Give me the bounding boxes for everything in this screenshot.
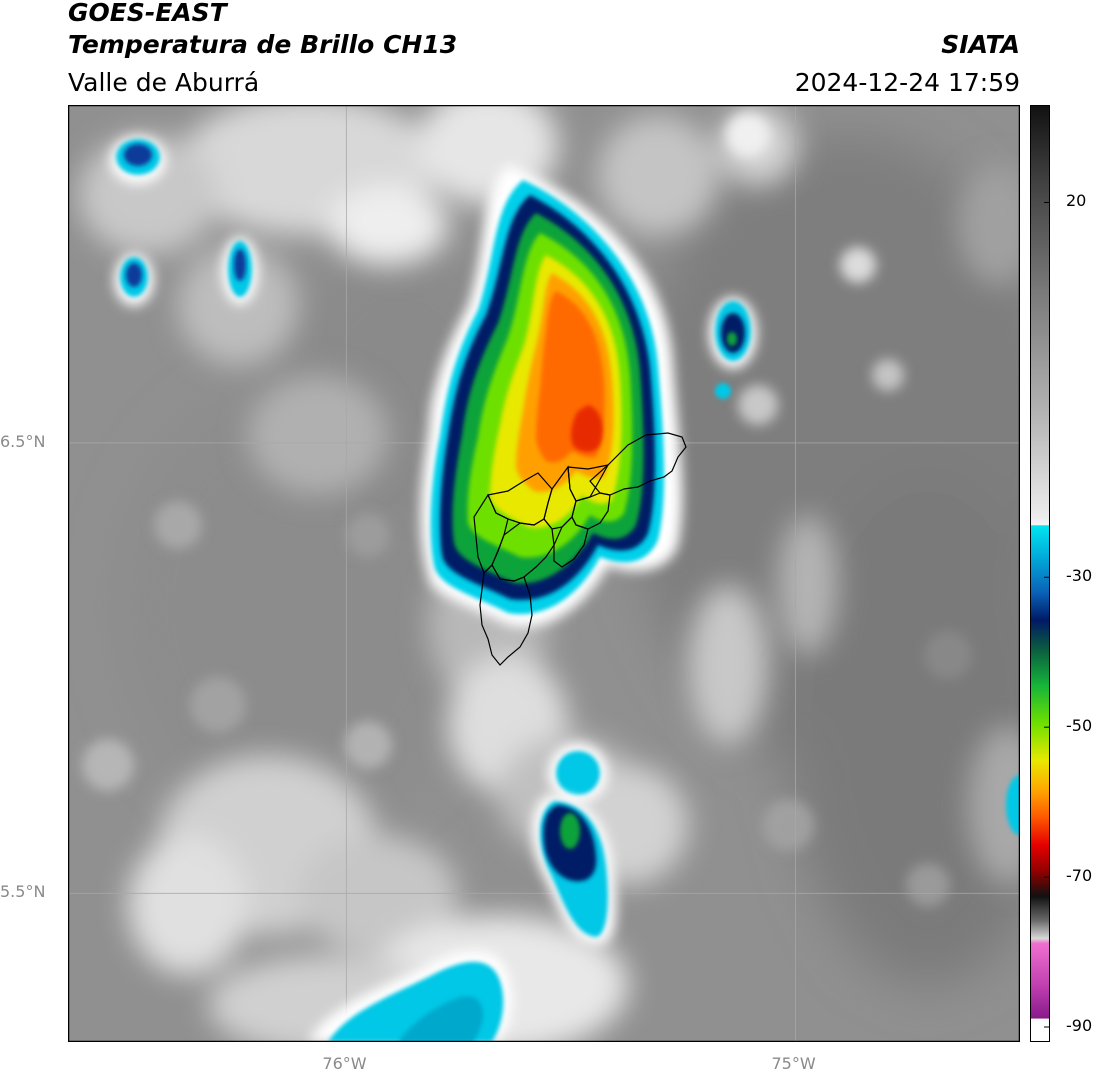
satellite-title: GOES-EAST: [68, 0, 227, 27]
lat-label-5.5: 5.5°N: [0, 882, 46, 902]
boundary-far-south: [479, 564, 533, 666]
storm-cell-east: [709, 297, 757, 399]
region-label: Valle de Aburrá: [68, 68, 260, 97]
map-frame: [68, 105, 1020, 1042]
main-storm-cell: [420, 165, 683, 627]
bright-cloud-field: [78, 105, 1020, 1042]
lat-label-6.5: 6.5°N: [0, 431, 46, 451]
colorbar: [1030, 105, 1050, 1042]
colorbar-label-20: 20: [1066, 191, 1087, 211]
lon-label-76w: 76°W: [322, 1054, 367, 1073]
product-title: Temperatura de Brillo CH13: [68, 30, 458, 59]
storm-cell-northwest: [110, 136, 166, 184]
cloud-texture: [82, 113, 972, 907]
colorbar-label-minus70: -70: [1066, 866, 1093, 886]
lon-label-75w: 75°W: [771, 1054, 816, 1073]
municipal-boundaries: [473, 432, 687, 666]
storm-cell-south: [532, 743, 617, 945]
satellite-map[interactable]: [68, 105, 1020, 1042]
colorbar-label-minus30: -30: [1066, 566, 1093, 586]
colorbar-label-minus50: -50: [1066, 716, 1093, 736]
organization-label: SIATA: [941, 30, 1020, 59]
timestamp-label: 2024-12-24 17:59: [794, 68, 1020, 97]
colorbar-label-minus90: -90: [1066, 1016, 1093, 1035]
boundary-southeast: [553, 515, 589, 568]
storm-cell-bottom: [308, 775, 1020, 1042]
storm-cell-west-2: [222, 237, 258, 305]
storm-cell-west: [114, 254, 154, 306]
